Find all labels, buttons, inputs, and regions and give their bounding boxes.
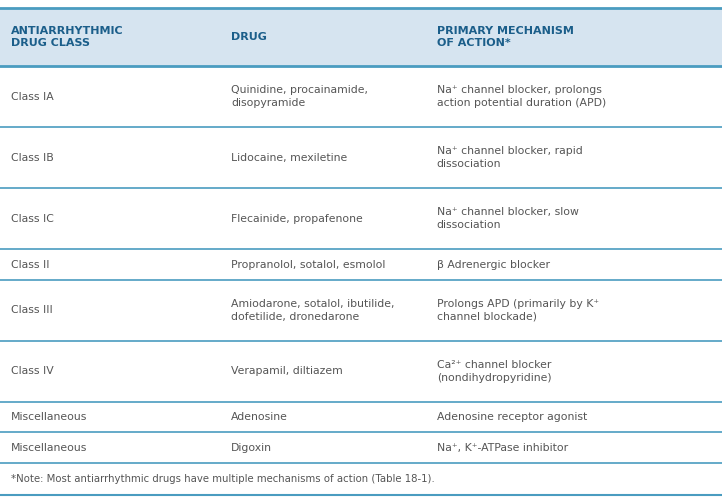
Text: Class IV: Class IV — [11, 366, 53, 376]
Text: Na⁺, K⁺-ATPase inhibitor: Na⁺, K⁺-ATPase inhibitor — [437, 443, 568, 453]
Bar — [0, 280, 722, 341]
Text: PRIMARY MECHANISM
OF ACTION*: PRIMARY MECHANISM OF ACTION* — [437, 26, 574, 48]
Bar — [0, 249, 722, 280]
Text: Miscellaneous: Miscellaneous — [11, 443, 87, 453]
Text: Flecainide, propafenone: Flecainide, propafenone — [231, 214, 362, 224]
Text: Na⁺ channel blocker, prolongs
action potential duration (APD): Na⁺ channel blocker, prolongs action pot… — [437, 86, 606, 108]
Text: Verapamil, diltiazem: Verapamil, diltiazem — [231, 366, 343, 376]
Text: ANTIARRHYTHMIC
DRUG CLASS: ANTIARRHYTHMIC DRUG CLASS — [11, 26, 123, 48]
Text: Na⁺ channel blocker, rapid
dissociation: Na⁺ channel blocker, rapid dissociation — [437, 146, 583, 169]
Bar — [0, 433, 722, 463]
Bar — [0, 8, 722, 66]
Bar — [0, 127, 722, 188]
Text: Class II: Class II — [11, 260, 49, 270]
Text: β Adrenergic blocker: β Adrenergic blocker — [437, 260, 550, 270]
Text: Class III: Class III — [11, 305, 53, 315]
Text: Na⁺ channel blocker, slow
dissociation: Na⁺ channel blocker, slow dissociation — [437, 208, 579, 230]
Text: Class IA: Class IA — [11, 92, 53, 102]
Bar — [0, 341, 722, 402]
Text: Digoxin: Digoxin — [231, 443, 272, 453]
Text: *Note: Most antiarrhythmic drugs have multiple mechanisms of action (Table 18-1): *Note: Most antiarrhythmic drugs have mu… — [11, 474, 435, 484]
Bar — [0, 188, 722, 249]
Text: DRUG: DRUG — [231, 32, 267, 42]
Text: Class IC: Class IC — [11, 214, 53, 224]
Text: Adenosine receptor agonist: Adenosine receptor agonist — [437, 412, 587, 422]
Text: Amiodarone, sotalol, ibutilide,
dofetilide, dronedarone: Amiodarone, sotalol, ibutilide, dofetili… — [231, 299, 394, 321]
Bar — [0, 402, 722, 433]
Text: Quinidine, procainamide,
disopyramide: Quinidine, procainamide, disopyramide — [231, 86, 368, 108]
Text: Class IB: Class IB — [11, 152, 53, 162]
Bar — [0, 66, 722, 127]
Text: Adenosine: Adenosine — [231, 412, 288, 422]
Text: Prolongs APD (primarily by K⁺
channel blockade): Prolongs APD (primarily by K⁺ channel bl… — [437, 299, 599, 321]
Text: Propranolol, sotalol, esmolol: Propranolol, sotalol, esmolol — [231, 260, 386, 270]
Text: Lidocaine, mexiletine: Lidocaine, mexiletine — [231, 152, 347, 162]
Text: Ca²⁺ channel blocker
(nondihydropyridine): Ca²⁺ channel blocker (nondihydropyridine… — [437, 360, 552, 383]
Text: Miscellaneous: Miscellaneous — [11, 412, 87, 422]
